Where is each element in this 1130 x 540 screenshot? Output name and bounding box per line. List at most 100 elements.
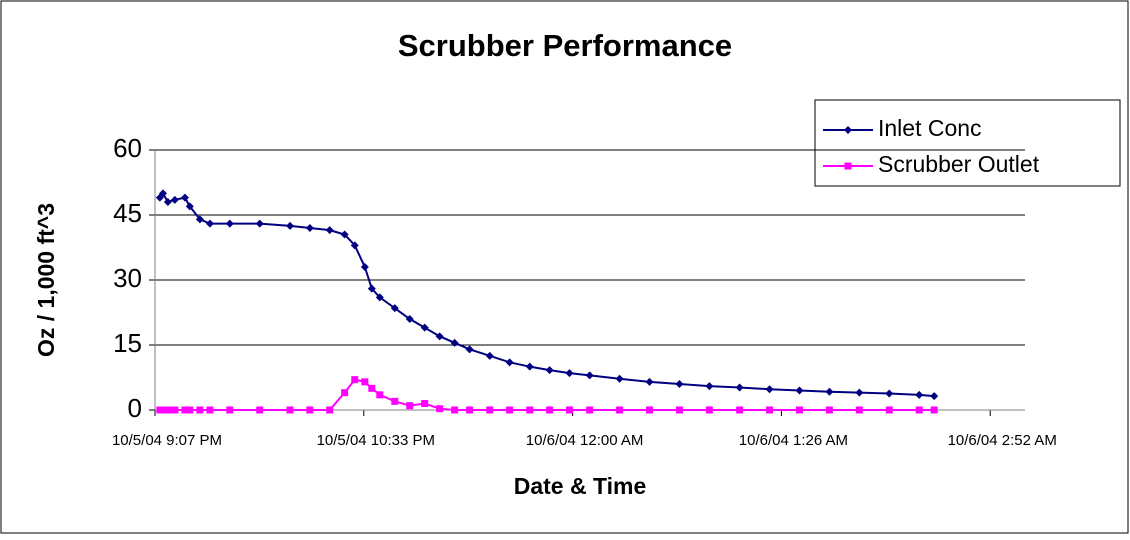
x-tick-label: 10/6/04 2:52 AM bbox=[948, 432, 1057, 449]
point bbox=[506, 406, 514, 414]
point bbox=[361, 378, 369, 386]
point bbox=[486, 406, 494, 414]
point bbox=[546, 406, 554, 414]
point bbox=[164, 406, 172, 414]
point bbox=[436, 405, 444, 413]
y-tick-label: 0 bbox=[128, 393, 142, 423]
point bbox=[915, 406, 923, 414]
point bbox=[450, 338, 459, 347]
point bbox=[915, 390, 924, 399]
y-tick-label: 30 bbox=[113, 263, 142, 293]
x-tick-label: 10/6/04 12:00 AM bbox=[526, 432, 644, 449]
point bbox=[766, 406, 774, 414]
point bbox=[930, 406, 938, 414]
point bbox=[375, 293, 384, 302]
point bbox=[765, 385, 774, 394]
y-axis-label: Oz / 1,000 ft^3 bbox=[33, 203, 59, 357]
point bbox=[485, 351, 494, 360]
point bbox=[255, 219, 264, 228]
point bbox=[825, 406, 833, 414]
point bbox=[326, 406, 334, 414]
legend-box bbox=[814, 99, 1121, 187]
point bbox=[186, 406, 194, 414]
point bbox=[645, 377, 654, 386]
point bbox=[341, 389, 349, 397]
point bbox=[180, 193, 189, 202]
point bbox=[525, 362, 534, 371]
point bbox=[844, 126, 852, 134]
point bbox=[367, 284, 376, 293]
point bbox=[855, 388, 864, 397]
x-tick-label: 10/5/04 10:33 PM bbox=[317, 432, 435, 449]
point bbox=[256, 406, 264, 414]
point bbox=[420, 323, 429, 332]
point bbox=[435, 332, 444, 341]
point bbox=[421, 400, 429, 407]
point bbox=[675, 406, 683, 414]
point bbox=[585, 371, 594, 380]
point bbox=[825, 387, 834, 396]
point bbox=[226, 406, 234, 414]
point bbox=[286, 406, 294, 414]
point bbox=[405, 315, 414, 323]
point bbox=[350, 241, 359, 250]
x-axis-label: Date & Time bbox=[514, 473, 647, 499]
point bbox=[305, 224, 314, 232]
point bbox=[616, 406, 624, 414]
chart-title: Scrubber Performance bbox=[398, 28, 732, 63]
point bbox=[195, 215, 204, 224]
point bbox=[360, 263, 369, 271]
point bbox=[181, 406, 189, 414]
point bbox=[196, 406, 204, 414]
point bbox=[526, 406, 534, 414]
point bbox=[705, 382, 714, 391]
point bbox=[325, 226, 334, 235]
point bbox=[586, 406, 594, 414]
point bbox=[615, 374, 624, 383]
point bbox=[185, 202, 194, 211]
point bbox=[205, 219, 214, 228]
point bbox=[225, 219, 234, 228]
point bbox=[885, 389, 894, 398]
point bbox=[465, 345, 474, 354]
point bbox=[565, 369, 574, 378]
point bbox=[286, 221, 295, 230]
point bbox=[340, 230, 349, 239]
point bbox=[646, 406, 654, 414]
point bbox=[855, 406, 863, 414]
point bbox=[545, 366, 554, 375]
point bbox=[391, 397, 399, 405]
point bbox=[885, 406, 893, 414]
y-tick-label: 45 bbox=[113, 198, 142, 228]
y-tick-label: 15 bbox=[113, 328, 142, 358]
point bbox=[930, 392, 939, 401]
legend-label: Inlet Conc bbox=[878, 115, 982, 141]
point bbox=[705, 406, 713, 414]
point bbox=[675, 380, 684, 388]
y-tick-label: 60 bbox=[113, 133, 142, 163]
point bbox=[390, 304, 399, 313]
point bbox=[406, 402, 414, 410]
point bbox=[163, 198, 172, 206]
point bbox=[844, 162, 852, 170]
point bbox=[735, 383, 744, 392]
point bbox=[376, 391, 384, 399]
point bbox=[159, 406, 167, 414]
point bbox=[451, 406, 459, 414]
point bbox=[306, 406, 314, 414]
point bbox=[368, 384, 376, 392]
point bbox=[466, 406, 474, 414]
x-tick-label: 10/6/04 1:26 AM bbox=[739, 432, 848, 449]
point bbox=[795, 386, 804, 395]
point bbox=[171, 406, 179, 414]
point bbox=[795, 406, 803, 414]
point bbox=[351, 376, 359, 384]
legend-label: Scrubber Outlet bbox=[878, 151, 1040, 177]
point bbox=[206, 406, 214, 414]
point bbox=[170, 195, 179, 204]
x-tick-label: 10/5/04 9:07 PM bbox=[112, 432, 222, 449]
point bbox=[565, 406, 573, 414]
point bbox=[505, 358, 514, 367]
point bbox=[159, 189, 168, 198]
